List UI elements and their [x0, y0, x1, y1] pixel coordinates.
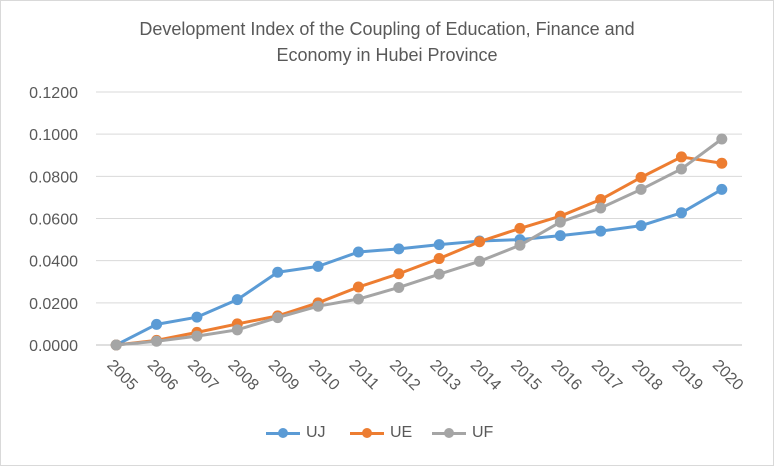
data-point-ue — [433, 253, 445, 265]
series-ue — [110, 151, 728, 351]
data-point-uj — [675, 207, 687, 219]
chart-title-line-1: Development Index of the Coupling of Edu… — [139, 19, 635, 39]
data-point-ue — [595, 194, 607, 206]
x-tick-label: 2011 — [346, 357, 382, 393]
data-point-uj — [151, 318, 163, 330]
data-point-uj — [433, 239, 445, 251]
series-line-ue — [116, 155, 723, 347]
x-tick-label: 2008 — [224, 357, 261, 394]
data-point-uf — [393, 281, 405, 293]
legend-label: UJ — [306, 424, 326, 441]
y-tick-label: 0.1200 — [29, 85, 78, 102]
series-uj — [110, 183, 728, 351]
legend-swatch — [266, 426, 300, 440]
x-tick-label: 2012 — [386, 357, 423, 394]
x-axis-ticks: 2005 2006 2007 2008 2009 2010 2011 2012 2013 2014… — [103, 357, 746, 394]
x-tick-label: 2006 — [144, 357, 181, 394]
legend-swatch — [432, 426, 466, 440]
y-tick-label: 0.0000 — [29, 338, 78, 355]
data-point-uj — [595, 225, 607, 237]
x-tick-label: 2007 — [184, 357, 221, 394]
data-point-uf — [554, 216, 566, 228]
data-point-uf — [716, 133, 728, 145]
gridlines — [96, 91, 742, 346]
data-point-uj — [272, 266, 284, 278]
data-point-ue — [635, 171, 647, 183]
legend-label: UE — [390, 424, 413, 441]
data-point-uj — [312, 260, 324, 272]
x-tick-label: 2019 — [669, 357, 706, 394]
y-tick-label: 0.0600 — [29, 212, 78, 229]
x-tick-label: 2015 — [507, 357, 544, 394]
data-point-uf — [231, 324, 243, 336]
data-point-uf — [514, 239, 526, 251]
series-group — [110, 133, 728, 351]
y-tick-label: 0.1000 — [29, 127, 78, 144]
y-tick-label: 0.0400 — [29, 254, 78, 271]
data-point-uf — [635, 183, 647, 195]
data-point-uj — [352, 246, 364, 258]
data-point-uj — [231, 294, 243, 306]
x-tick-label: 2010 — [305, 357, 342, 394]
data-point-uf — [272, 312, 284, 324]
legend-label: UF — [472, 424, 494, 441]
data-point-uf — [433, 268, 445, 280]
legend: UJ UE UF — [0, 420, 774, 446]
chart-title: Development Index of the Coupling of Edu… — [0, 16, 774, 68]
series-uf — [110, 133, 728, 351]
legend-item-uj: UJ — [266, 420, 326, 446]
data-point-ue — [716, 157, 728, 169]
chart-title-line-2: Economy in Hubei Province — [276, 45, 498, 65]
data-point-ue — [474, 236, 486, 248]
y-tick-label: 0.0200 — [29, 296, 78, 313]
series-line-uf — [116, 137, 723, 347]
data-point-uf — [312, 300, 324, 312]
data-point-ue — [393, 268, 405, 280]
data-point-uj — [191, 311, 203, 323]
legend-swatch — [350, 426, 384, 440]
data-point-uj — [635, 220, 647, 232]
data-point-ue — [675, 151, 687, 163]
x-tick-label: 2017 — [588, 357, 625, 394]
x-tick-label: 2016 — [547, 357, 584, 394]
y-axis-ticks: 0.0000 0.0200 0.0400 0.0600 0.0800 0.1000 0.12… — [29, 85, 78, 355]
data-point-uf — [595, 202, 607, 214]
data-point-uf — [352, 293, 364, 305]
data-point-uf — [191, 330, 203, 342]
y-tick-label: 0.0800 — [29, 169, 78, 186]
x-tick-label: 2020 — [709, 357, 746, 394]
data-point-uf — [474, 255, 486, 267]
data-point-ue — [352, 281, 364, 293]
x-tick-label: 2009 — [265, 357, 302, 394]
legend-item-uf: UF — [432, 420, 493, 446]
data-point-ue — [514, 222, 526, 234]
data-point-uf — [110, 339, 122, 351]
data-point-uj — [554, 230, 566, 242]
data-point-uf — [151, 335, 163, 347]
legend-item-ue: UE — [350, 420, 412, 446]
x-tick-label: 2005 — [103, 357, 140, 394]
data-point-uj — [393, 243, 405, 255]
x-tick-label: 2014 — [467, 357, 504, 394]
data-point-uf — [675, 163, 687, 175]
x-tick-label: 2013 — [426, 357, 463, 394]
data-point-uj — [716, 183, 728, 195]
x-tick-label: 2018 — [628, 357, 665, 394]
series-line-uj — [115, 188, 723, 347]
